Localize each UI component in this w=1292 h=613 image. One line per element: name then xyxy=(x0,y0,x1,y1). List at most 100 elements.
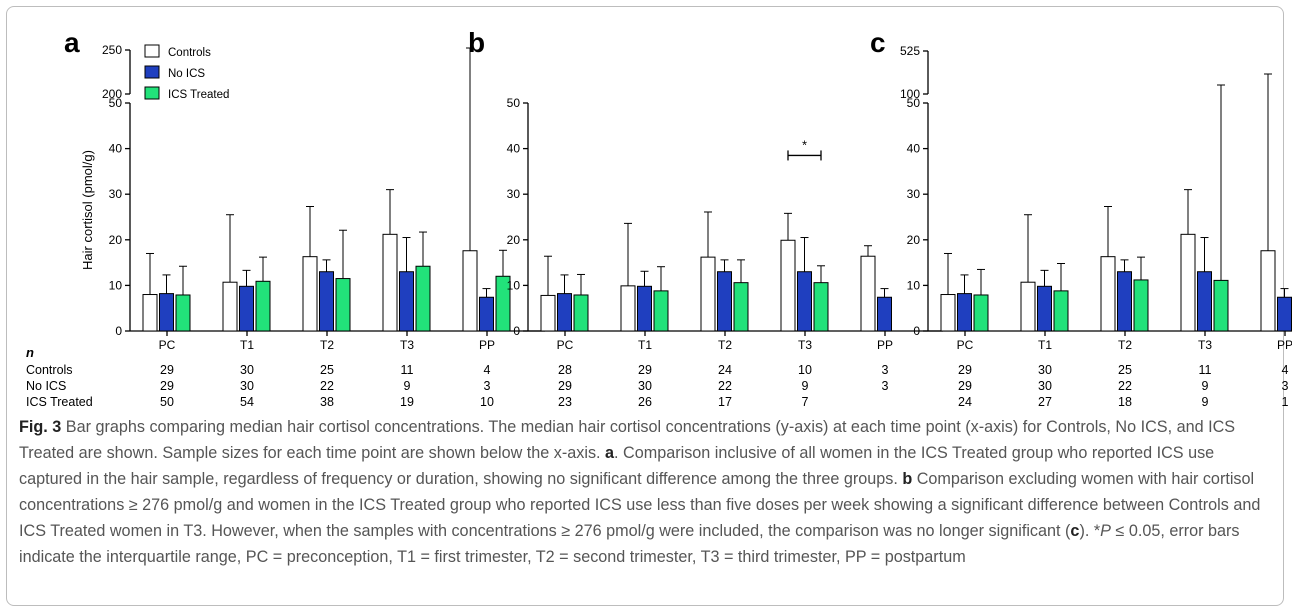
legend-label-ics-treated: ICS Treated xyxy=(168,89,229,101)
panel-c-y-tick-label: 10 xyxy=(907,278,921,292)
panel-a-bar-ics-treated xyxy=(175,294,191,332)
panel-b-y-tick-label: 40 xyxy=(507,142,521,156)
panel-b-n-value: 22 xyxy=(718,379,732,393)
panel-a-bar-no-ics xyxy=(159,293,174,332)
panel-a-n-value: 29 xyxy=(160,379,174,393)
panel-a-y-tick-label: 30 xyxy=(109,187,123,201)
panel-a-y-tick-label: 250 xyxy=(102,43,122,57)
panel-b-n-value: 3 xyxy=(882,379,889,393)
figure-caption: Fig. 3 Bar graphs comparing median hair … xyxy=(19,414,1269,570)
panel-b-x-tick-label: T3 xyxy=(798,338,812,352)
panel-c-bar-controls xyxy=(1100,256,1116,332)
panel-b-y-tick-label: 20 xyxy=(507,233,521,247)
panel-b-y-tick-label: 0 xyxy=(513,324,520,338)
panel-c-bar-ics-treated xyxy=(1213,279,1229,332)
panel-a-bar-controls xyxy=(382,233,398,332)
panel-c-label: c xyxy=(870,27,886,58)
panel-a-bar-no-ics xyxy=(479,296,494,332)
panel-a-x-tick-label: T2 xyxy=(320,338,334,352)
panel-c-n-value: 9 xyxy=(1202,395,1209,409)
caption-figure-label: Fig. 3 xyxy=(19,418,62,436)
panel-b-n-value: 29 xyxy=(638,363,652,377)
panel-c-bar-controls xyxy=(940,294,956,332)
panel-a-x-tick-label: PC xyxy=(159,338,176,352)
panel-a-n-value: 38 xyxy=(320,395,334,409)
panel-a-bar-controls xyxy=(462,250,478,332)
panel-c-x-tick-label: PP xyxy=(1277,338,1292,352)
panel-a-n-value: 29 xyxy=(160,363,174,377)
panel-b-bar-controls xyxy=(860,255,876,332)
panel-a-n-value: 4 xyxy=(484,363,491,377)
panel-b-y-tick-label: 10 xyxy=(507,278,521,292)
panel-c-y-tick-label: 525 xyxy=(900,44,920,58)
panel-c-bar-no-ics xyxy=(957,293,972,332)
panel-b-n-value: 29 xyxy=(558,379,572,393)
panel-a-bar-controls xyxy=(222,281,238,332)
caption-text-2: . Comparison inclusive of all women in t… xyxy=(19,444,1215,488)
panel-c-n-value: 1 xyxy=(1282,395,1289,409)
panel-c-x-tick-label: PC xyxy=(957,338,974,352)
n-table-row-label: No ICS xyxy=(26,379,66,393)
legend-label-controls: Controls xyxy=(168,47,211,59)
panel-c-n-value: 4 xyxy=(1282,363,1289,377)
panel-a-y-tick-label: 50 xyxy=(109,96,123,110)
panel-c-x-tick-label: T3 xyxy=(1198,338,1212,352)
panel-b-n-value: 9 xyxy=(802,379,809,393)
panel-b-n-value: 3 xyxy=(882,363,889,377)
panel-a-n-value: 22 xyxy=(320,379,334,393)
panel-a-bar-ics-treated xyxy=(255,280,271,332)
caption-label-c: c xyxy=(1070,522,1080,540)
panel-c-bar-ics-treated xyxy=(1133,279,1149,332)
panel-c-n-value: 27 xyxy=(1038,395,1052,409)
panel-a-bar-no-ics xyxy=(319,271,334,332)
panel-c-n-value: 11 xyxy=(1199,363,1212,377)
panel-a-n-value: 11 xyxy=(401,363,414,377)
panel-c-n-value: 29 xyxy=(958,379,972,393)
panel-c-bar-no-ics xyxy=(1197,271,1212,332)
panel-c-n-value: 30 xyxy=(1038,363,1052,377)
panel-c-bar-no-ics xyxy=(1037,285,1052,332)
panel-c-y-tick-label: 50 xyxy=(907,96,921,110)
caption-p-symbol: P xyxy=(1100,522,1111,540)
panel-a-n-value: 30 xyxy=(240,379,254,393)
panel-c-n-value: 29 xyxy=(958,363,972,377)
legend-label-no-ics: No ICS xyxy=(168,68,205,80)
panel-b-bar-controls xyxy=(700,256,716,332)
panel-c-y-tick-label: 30 xyxy=(907,187,921,201)
panel-a-bar-no-ics xyxy=(399,271,414,332)
panel-a-bar-controls xyxy=(142,294,158,332)
legend-swatch-no-ics xyxy=(144,65,160,79)
panel-b-n-value: 7 xyxy=(802,395,809,409)
panel-b-x-tick-label: T2 xyxy=(718,338,732,352)
panel-a-bar-ics-treated xyxy=(415,265,431,332)
panel-b-n-value: 26 xyxy=(638,395,652,409)
panel-c-bar-no-ics xyxy=(1277,296,1292,332)
panel-b-bar-ics-treated xyxy=(733,282,749,332)
panel-a-n-value: 25 xyxy=(320,363,334,377)
panel-a-x-tick-label: T3 xyxy=(400,338,414,352)
panel-a-y-tick-label: 20 xyxy=(109,233,123,247)
panel-a-bar-no-ics xyxy=(239,285,254,332)
panel-b-x-tick-label: PC xyxy=(557,338,574,352)
panel-c-n-value: 18 xyxy=(1118,395,1132,409)
panel-c-n-value: 25 xyxy=(1118,363,1132,377)
caption-text-5: ≤ 0.05, error bars indicate the interqua… xyxy=(19,522,1240,566)
panel-b-n-value: 30 xyxy=(638,379,652,393)
caption-text-4: ). * xyxy=(1079,522,1101,540)
panel-c-y-tick-label: 100 xyxy=(900,87,920,101)
panel-c-bar-no-ics xyxy=(1117,271,1132,332)
panel-b-x-tick-label: T1 xyxy=(638,338,652,352)
panel-a-y-tick-label: 200 xyxy=(102,87,122,101)
panel-a-y-tick-label: 0 xyxy=(115,324,122,338)
panel-c-n-value: 24 xyxy=(958,395,972,409)
legend-swatch-controls xyxy=(144,44,160,58)
panel-b-bar-ics-treated xyxy=(813,282,829,332)
caption-label-a: a xyxy=(605,444,615,462)
panel-c-n-value: 3 xyxy=(1282,379,1289,393)
panel-a-n-value: 19 xyxy=(400,395,414,409)
panel-b-bar-no-ics xyxy=(797,271,812,332)
panel-b-bar-ics-treated xyxy=(653,290,669,332)
n-table-header: n xyxy=(26,345,34,360)
caption-label-b: b xyxy=(902,470,913,488)
